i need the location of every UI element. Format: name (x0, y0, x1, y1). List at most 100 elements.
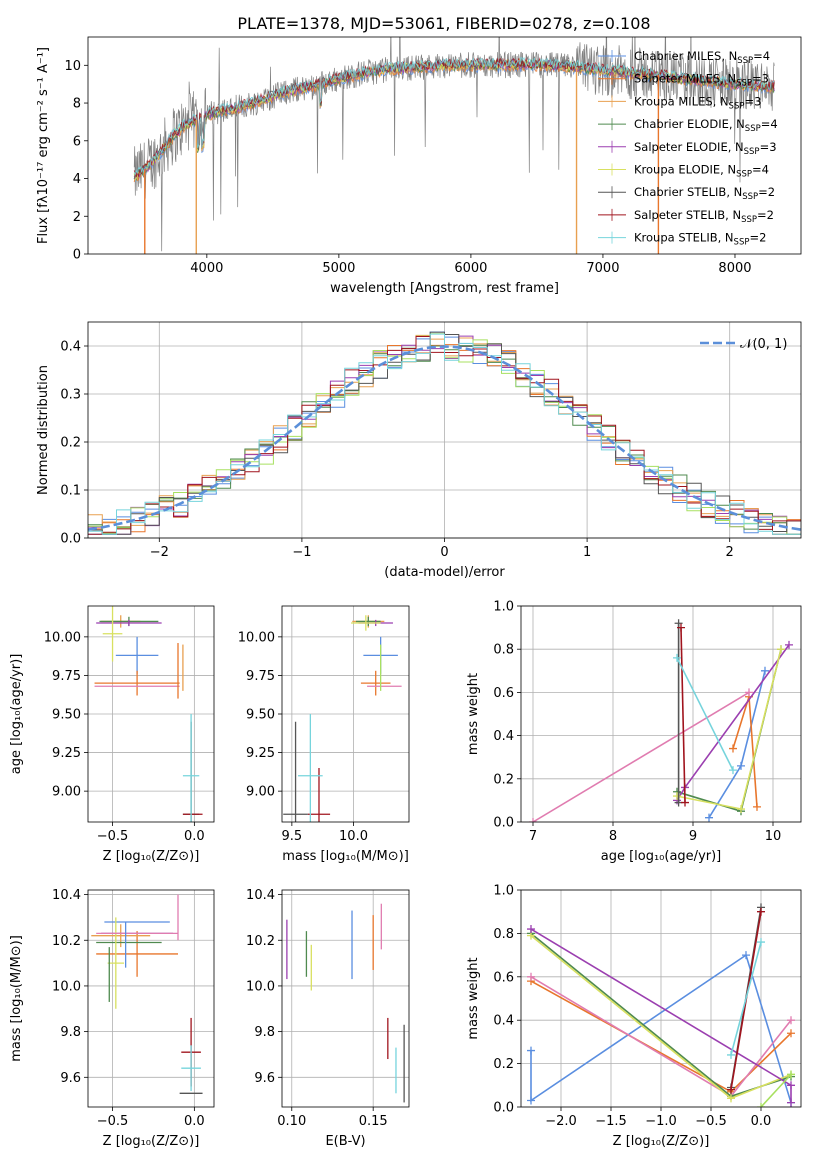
weight-point-marker (761, 666, 769, 675)
weight-point-marker (737, 761, 745, 770)
y-tick-label: 1.0 (493, 600, 514, 615)
y-tick-label: 10.00 (238, 630, 275, 645)
residuals-panel: −2 −1 0 1 2 0.0 0.1 0.2 0.3 0.4 (data-model)/error… (36, 321, 802, 580)
y-tick-label: 10.00 (44, 630, 81, 645)
model-spectrum-kroupa_stelib (133, 56, 775, 176)
weight-point-marker (727, 1050, 735, 1059)
legend-text: Chabrier ELODIE, N (634, 117, 745, 131)
weight-point-marker (673, 653, 681, 662)
x-tick-label: 6000 (454, 261, 487, 276)
weight-point-marker (729, 766, 737, 775)
y-axis-label: mass weight (466, 957, 481, 1039)
axes-frame (281, 605, 410, 823)
x-tick-label: 0.0 (184, 1114, 205, 1129)
legend-value: =3 (752, 72, 769, 86)
mass_vs_ebv-plot-area (286, 903, 405, 1103)
weight-point-marker (757, 938, 765, 947)
y-tick-label: 0.2 (493, 1057, 514, 1072)
weight-series-line (676, 657, 734, 771)
y-tick-label: 0.6 (493, 686, 514, 701)
weight-point-marker (527, 1096, 535, 1105)
x-tick-label: 7 (529, 829, 537, 844)
weight-point-marker (785, 640, 793, 649)
weight-point-marker (757, 1103, 765, 1107)
y-tick-label: 0.0 (493, 816, 514, 831)
legend-text: Kroupa MILES, N (634, 94, 729, 108)
x-axis-label: age [log₁₀(age/yr)] (601, 849, 722, 864)
weight-point-marker (529, 818, 537, 822)
weight-point-marker (527, 972, 535, 981)
legend-subscript: SSP (734, 238, 750, 248)
x-tick-label: 9.5 (282, 829, 303, 844)
weight-point-marker (777, 645, 785, 654)
mass_weight_vs_age-panel: 7 8 9 10 0.0 0.2 0.4 0.6 0.8 1.0 age [log₁₀(age/yr… (466, 600, 802, 864)
mass_weight_vs_Z-plot-area (527, 903, 795, 1107)
legend-text: Salpeter MILES, N (634, 72, 736, 86)
y-tick-label: 6 (73, 134, 81, 149)
axes-frame (87, 321, 802, 539)
mass_weight_vs_age-plot-area (529, 619, 793, 822)
age_vs_mass-plot-area (283, 615, 402, 822)
y-tick-label: 9.8 (254, 1025, 275, 1040)
legend-entry: Kroupa STELIB, NSSP=2 (634, 231, 766, 248)
y-tick-label: 2 (73, 210, 81, 225)
y-tick-label: 0.2 (493, 772, 514, 787)
x-tick-label: 10.0 (339, 829, 368, 844)
y-axis-label: Flux [fλ10⁻¹⁷ erg cm⁻² s⁻¹ A⁻¹] (36, 47, 51, 244)
x-tick-label: 9 (689, 829, 697, 844)
x-axis-label: Z [log₁₀(Z/Z⊙)] (103, 849, 200, 864)
legend-value: =4 (753, 49, 770, 63)
legend-entry: Salpeter STELIB, NSSP=2 (634, 208, 774, 225)
weight-point-marker (787, 1016, 795, 1025)
weight-point-marker (757, 907, 765, 916)
x-tick-label: −0.5 (97, 1114, 129, 1129)
legend-text: Chabrier STELIB, N (634, 185, 742, 199)
y-axis-label: mass [log₁₀(M/M⊙)] (9, 935, 24, 1062)
y-tick-label: 9.8 (60, 1025, 81, 1040)
legend-text: Kroupa STELIB, N (634, 231, 734, 245)
legend-subscript: SSP (736, 79, 752, 89)
weight-series-line (680, 627, 686, 803)
legend-text: Chabrier MILES, N (634, 49, 737, 63)
weight-point-marker (705, 813, 713, 822)
figure-title: PLATE=1378, MJD=53061, FIBERID=0278, z=0… (237, 14, 650, 33)
legend-subscript: SSP (742, 192, 758, 202)
y-tick-label: 0.8 (493, 643, 514, 658)
spectrum-panel: 4000 5000 6000 7000 8000 0 2 4 6 8 10 wavelength [A… (36, 36, 802, 296)
weight-series-line (730, 941, 762, 1056)
y-tick-label: 1.0 (493, 884, 514, 899)
weight-point-marker (787, 1098, 795, 1107)
y-tick-label: 4 (73, 172, 81, 187)
x-tick-label: 1 (583, 545, 591, 560)
x-axis-label: E(B-V) (325, 1134, 365, 1149)
y-tick-label: 9.6 (60, 1071, 81, 1086)
axes-frame (520, 605, 802, 823)
legend-subscript: SSP (737, 56, 753, 66)
age_vs_mass-panel: 9.5 10.0 9.00 9.25 9.50 9.75 10.00 mass [log₁₀(… (238, 605, 410, 864)
legend-subscript: SSP (745, 124, 761, 134)
y-axis-label: age [log₁₀(age/yr)] (9, 654, 24, 775)
y-tick-label: 9.75 (52, 669, 81, 684)
weight-series-line (760, 1073, 792, 1107)
x-tick-label: −2 (150, 545, 169, 560)
x-tick-label: −1.5 (595, 1114, 627, 1129)
y-tick-label: 9.00 (52, 785, 81, 800)
x-axis-label: Z [log₁₀(Z/Z⊙)] (613, 1134, 710, 1149)
legend-value: =4 (752, 163, 769, 177)
weight-series-line (676, 644, 790, 801)
legend-subscript: SSP (741, 215, 757, 225)
x-tick-label: −0.5 (97, 829, 129, 844)
legend-value: =2 (758, 185, 775, 199)
legend-value: =3 (760, 140, 777, 154)
y-tick-label: 0.3 (60, 388, 81, 403)
legend-entry: Kroupa ELODIE, NSSP=4 (634, 163, 769, 180)
weight-point-marker (753, 802, 761, 811)
residuals-plot-area (88, 331, 801, 535)
legend-entry: Kroupa MILES, NSSP=3 (634, 94, 761, 111)
weight-point-marker (742, 951, 750, 960)
mass_vs_Z-panel: −0.5 0.0 9.6 9.8 10.0 10.2 10.4 Z [log₁₀(Z/Z⊙)]… (9, 888, 215, 1149)
y-axis-label: Normed distribution (36, 365, 51, 495)
legend-entry: Chabrier MILES, NSSP=4 (634, 49, 770, 66)
